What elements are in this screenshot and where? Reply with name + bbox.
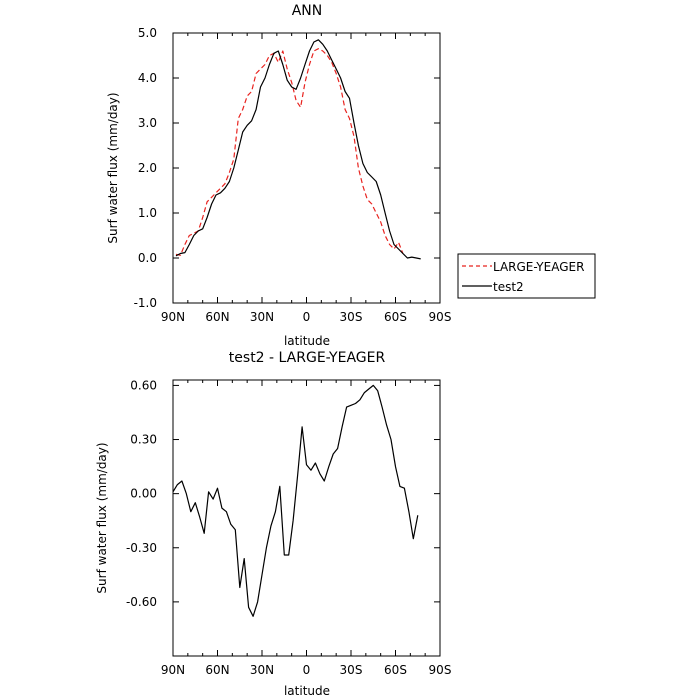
series-line-ann-0: [175, 48, 404, 256]
x-tick-label-ann: 60S: [384, 310, 407, 324]
x-tick-label-ann: 30N: [250, 310, 274, 324]
y-tick-label-difference: 0.30: [130, 433, 157, 447]
y-axis-label-ann: Surf water flux (mm/day): [106, 92, 120, 243]
x-tick-label-ann: 60N: [205, 310, 229, 324]
y-tick-label-difference: 0.60: [130, 378, 157, 392]
x-tick-label-difference: 30S: [340, 663, 363, 677]
x-tick-label-difference: 90N: [161, 663, 185, 677]
plot-frame-ann: [172, 32, 441, 304]
x-tick-label-difference: 90S: [429, 663, 452, 677]
y-tick-label-ann: 4.0: [138, 71, 157, 85]
panel-ann: ANN 90N 60N 30N 0 30S 60S 90S 5.0 4.0 3.0 2.0 1.0 0.…: [106, 3, 596, 348]
ticks-difference: 90N 60N 30N 0 30S 60S 90S 0.60 0.30 0.00 -0.30 -0.6…: [126, 378, 452, 677]
x-tick-label-ann: 90S: [429, 310, 452, 324]
ticks-ann: 90N 60N 30N 0 30S 60S 90S 5.0 4.0 3.0 2.0 1.0 0.0 -1.…: [134, 26, 452, 324]
y-tick-label-ann: -1.0: [134, 296, 157, 310]
series-line-difference-0: [172, 384, 419, 617]
x-tick-label-difference: 30N: [250, 663, 274, 677]
legend: LARGE-YEAGER test2: [457, 253, 596, 299]
chart-title-ann: ANN: [292, 3, 323, 19]
chart-title-difference: test2 - LARGE-YEAGER: [229, 350, 386, 366]
plot-frame-difference: [172, 379, 441, 657]
y-tick-label-difference: -0.30: [126, 541, 157, 555]
y-tick-label-difference: 0.00: [130, 487, 157, 501]
y-tick-label-ann: 5.0: [138, 26, 157, 40]
x-tick-label-difference: 60N: [205, 663, 229, 677]
series-ann: [175, 39, 421, 260]
panel-difference: test2 - LARGE-YEAGER 90N 60N 30N 0 30S 60S 90S…: [95, 350, 451, 698]
y-tick-label-ann: 0.0: [138, 251, 157, 265]
series-difference: [172, 384, 419, 617]
y-tick-label-difference: -0.60: [126, 595, 157, 609]
x-tick-label-ann: 90N: [161, 310, 185, 324]
y-axis-label-difference: Surf water flux (mm/day): [95, 442, 109, 593]
legend-label-large-yeager: LARGE-YEAGER: [493, 260, 584, 274]
legend-label-test2: test2: [493, 280, 524, 294]
x-tick-label-ann: 30S: [340, 310, 363, 324]
y-tick-label-ann: 2.0: [138, 161, 157, 175]
x-axis-label-difference: latitude: [284, 684, 330, 698]
legend-box: [457, 253, 596, 299]
y-tick-label-ann: 3.0: [138, 116, 157, 130]
x-tick-label-difference: 0: [303, 663, 311, 677]
x-tick-label-difference: 60S: [384, 663, 407, 677]
y-tick-label-ann: 1.0: [138, 206, 157, 220]
x-axis-label-ann: latitude: [284, 334, 330, 348]
series-line-ann-1: [175, 39, 421, 260]
x-tick-label-ann: 0: [303, 310, 311, 324]
